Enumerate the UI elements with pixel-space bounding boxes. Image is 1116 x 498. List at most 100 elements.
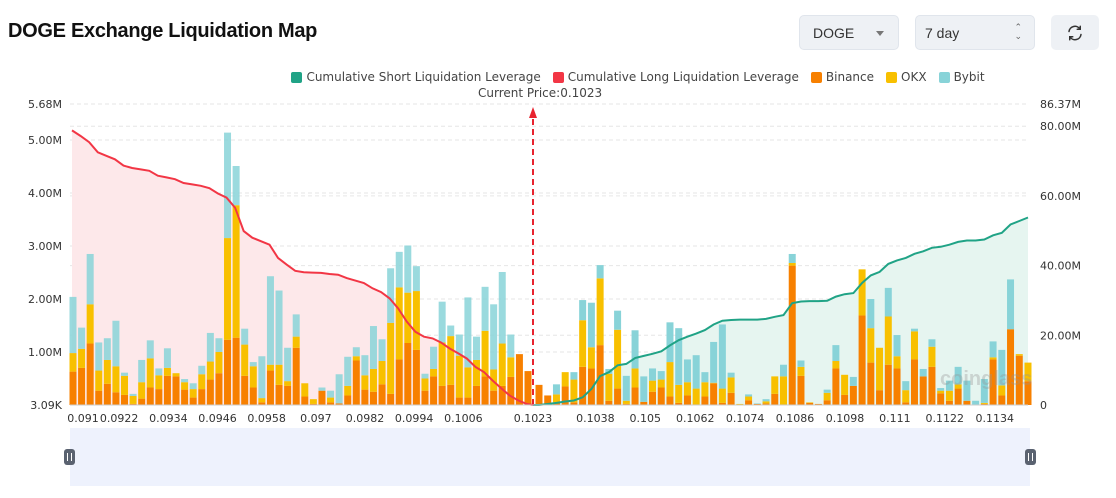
bar-binance [954,388,962,405]
bar-okx [129,395,137,404]
bar-binance [344,395,352,405]
bar-bybit [146,340,154,359]
bar-okx [858,269,866,316]
bar-okx [954,384,962,389]
bar-okx [103,359,111,384]
bar-binance [631,387,639,405]
bar-okx [910,331,918,360]
bar-okx [1015,354,1023,356]
bar-okx [893,356,901,369]
bar-binance [404,342,412,405]
bar-bybit [369,326,377,369]
y-left-tick: 3.00M [28,240,62,253]
symbol-select[interactable]: DOGE [799,15,899,50]
bar-binance [718,402,726,405]
bar-bybit [998,349,1006,386]
y-left-tick: 5.00M [28,134,62,147]
bar-okx [284,381,292,386]
y-right-tick: 80.00M [1040,120,1081,133]
x-tick: 0.1062 [676,412,715,425]
chart-legend: Cumulative Short Liquidation Leverage Cu… [0,70,1116,84]
bar-binance [535,384,543,405]
bar-bybit [649,368,657,381]
bar-okx [224,238,232,340]
y-right-tick: 60.00M [1040,190,1081,203]
bar-okx [841,374,849,395]
x-tick: 0.105 [630,412,662,425]
legend-binance[interactable]: Binance [810,70,874,84]
bar-okx [404,292,412,343]
bar-bybit [823,389,831,393]
bar-okx [464,367,472,398]
bar-bybit [155,368,163,376]
bar-okx [649,380,657,392]
legend-bybit[interactable]: Bybit [938,70,985,84]
bar-binance [361,389,369,405]
bar-binance [327,402,335,405]
bar-binance [284,385,292,405]
bar-binance [561,386,569,405]
bar-bybit [447,325,455,337]
bar-bybit [762,399,770,402]
bar-okx [675,384,683,403]
bar-bybit [710,341,718,383]
bar-okx [867,328,875,363]
bar-binance [963,400,971,405]
bar-bybit [121,372,129,376]
bar-binance [753,403,761,405]
y-right-tick: 0 [1040,399,1047,412]
bar-binance [515,354,523,405]
bar-binance [481,376,489,405]
bar-binance [701,396,709,405]
bar-binance [78,367,86,405]
bar-bybit [361,355,369,376]
legend-okx[interactable]: OKX [886,70,927,84]
bar-bybit [95,342,103,371]
short-line [533,216,1029,406]
bar-binance [498,385,506,405]
bar-bybit [919,368,927,377]
bar-okx [86,304,94,344]
bar-binance [570,402,578,405]
bar-bybit [129,393,137,396]
bar-binance [989,359,997,405]
bar-bybit [198,365,206,375]
bar-okx [718,388,726,403]
legend-short[interactable]: Cumulative Short Liquidation Leverage [291,70,541,84]
bar-bybit [249,362,257,367]
bar-bybit [241,328,249,345]
slider-handle-left[interactable] [64,449,75,465]
legend-long[interactable]: Cumulative Long Liquidation Leverage [552,70,799,84]
bar-binance [605,400,613,405]
bar-okx [902,390,910,403]
bar-binance [710,383,718,405]
bar-binance [832,368,840,405]
bar-bybit [692,355,700,389]
bar-bybit [69,296,77,354]
bar-okx [692,388,700,405]
bar-bybit [937,388,945,391]
bar-okx [552,394,560,403]
bar-binance [266,370,274,405]
bar-binance [369,391,377,405]
bar-okx [78,348,86,368]
bar-binance [301,396,309,405]
bar-bybit [215,338,223,353]
bar-bybit [745,394,753,397]
period-select[interactable]: 7 day ⌃ ⌄ [915,15,1035,50]
bar-okx [884,316,892,365]
bar-okx [762,401,770,404]
bar-binance [490,390,498,405]
bar-bybit [258,356,266,399]
zoom-slider-track[interactable] [70,428,1030,486]
bar-okx [232,205,240,338]
slider-handle-right[interactable] [1025,449,1036,465]
x-tick: 0.1023 [514,412,553,425]
bar-binance [937,393,945,405]
bar-binance [849,385,857,405]
bar-binance [980,403,988,405]
bar-okx [146,358,154,388]
refresh-button[interactable] [1051,15,1099,50]
bar-okx [395,287,403,360]
bar-okx [823,392,831,401]
